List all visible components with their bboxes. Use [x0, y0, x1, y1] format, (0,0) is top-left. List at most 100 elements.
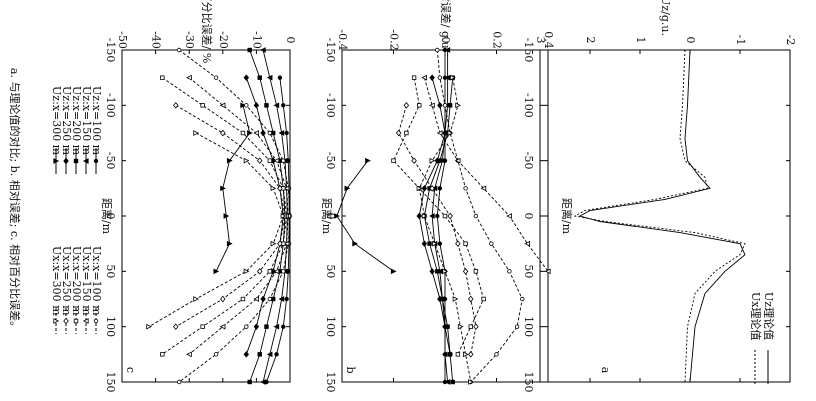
marker [435, 269, 440, 274]
marker [450, 379, 455, 385]
marker [439, 157, 446, 164]
marker [93, 158, 99, 164]
y-tick-label: 0 [284, 37, 297, 44]
marker [277, 185, 283, 192]
marker [437, 295, 443, 303]
marker [273, 102, 280, 109]
marker [266, 74, 273, 81]
marker [506, 213, 512, 219]
x-tick-label: 0 [104, 213, 117, 220]
marker [403, 102, 410, 109]
marker [219, 102, 226, 109]
marker [53, 158, 60, 164]
y-tick-label: -30 [183, 31, 196, 49]
series [573, 49, 746, 383]
marker [442, 268, 449, 275]
x-tick-label: 100 [104, 316, 117, 337]
marker [219, 323, 226, 330]
marker [160, 352, 165, 357]
marker [244, 103, 249, 108]
y-axis-title: Uz/g.u. [659, 0, 672, 36]
marker [278, 296, 285, 302]
y-tick-label: -10 [250, 31, 263, 49]
marker [240, 296, 246, 302]
marker [507, 269, 512, 274]
marker [200, 103, 205, 108]
marker [463, 241, 468, 246]
marker [200, 324, 205, 329]
marker [270, 240, 277, 247]
line [392, 77, 485, 355]
marker [253, 102, 260, 109]
marker [284, 296, 289, 302]
marker [173, 102, 179, 109]
marker [462, 351, 469, 358]
marker [429, 213, 435, 219]
marker [213, 352, 219, 357]
legend-label: Ux:x=200 m [70, 246, 83, 316]
line [249, 49, 286, 383]
marker [186, 74, 192, 81]
series [173, 102, 288, 330]
marker [273, 323, 280, 330]
marker [223, 213, 230, 219]
marker [220, 185, 226, 192]
marker [226, 157, 233, 164]
line [162, 77, 288, 355]
marker [421, 74, 428, 81]
x-tick-label: 100 [522, 316, 535, 337]
marker [267, 158, 273, 163]
marker [468, 351, 474, 358]
marker [82, 318, 89, 324]
series [578, 49, 746, 383]
x-tick-label: 50 [522, 264, 535, 278]
marker [280, 213, 287, 219]
marker [253, 323, 260, 330]
x-tick-label: -100 [522, 93, 535, 118]
marker [160, 75, 165, 80]
series [416, 74, 453, 358]
marker [404, 130, 409, 136]
legend-label: Ux理论值 [749, 292, 763, 340]
marker [240, 102, 247, 109]
marker [283, 185, 290, 192]
y-tick-label: -20 [217, 31, 230, 49]
marker [436, 268, 443, 275]
marker [273, 268, 280, 275]
series [243, 74, 286, 358]
marker [173, 323, 179, 330]
marker [489, 241, 494, 246]
legend-label: Uz:x=250 m [60, 86, 73, 156]
legend-label: Uz:x=200 m [70, 86, 83, 156]
y-tick-label: -2 [784, 35, 797, 46]
y-tick-label: -0.2 [388, 29, 401, 50]
marker [421, 240, 428, 247]
y-tick-label: 2 [584, 37, 597, 44]
marker [391, 158, 396, 163]
marker [260, 379, 266, 385]
marker [186, 351, 192, 358]
marker [247, 47, 252, 53]
marker [365, 157, 371, 164]
y-tick-label: 0.2 [491, 31, 504, 49]
marker [253, 130, 260, 136]
marker [416, 185, 423, 192]
marker [411, 157, 417, 164]
marker [257, 352, 262, 357]
marker [481, 296, 486, 302]
marker [213, 75, 219, 80]
marker [257, 268, 263, 275]
marker [281, 324, 286, 329]
legend-label: Ux:x=250 m [60, 246, 73, 316]
marker [447, 103, 453, 108]
marker [344, 185, 351, 192]
series [213, 102, 253, 275]
series [160, 75, 289, 357]
marker [494, 352, 499, 357]
marker [244, 324, 249, 329]
marker [193, 296, 200, 302]
line [398, 105, 477, 355]
marker [437, 75, 443, 80]
marker [334, 213, 340, 219]
marker [544, 268, 551, 275]
